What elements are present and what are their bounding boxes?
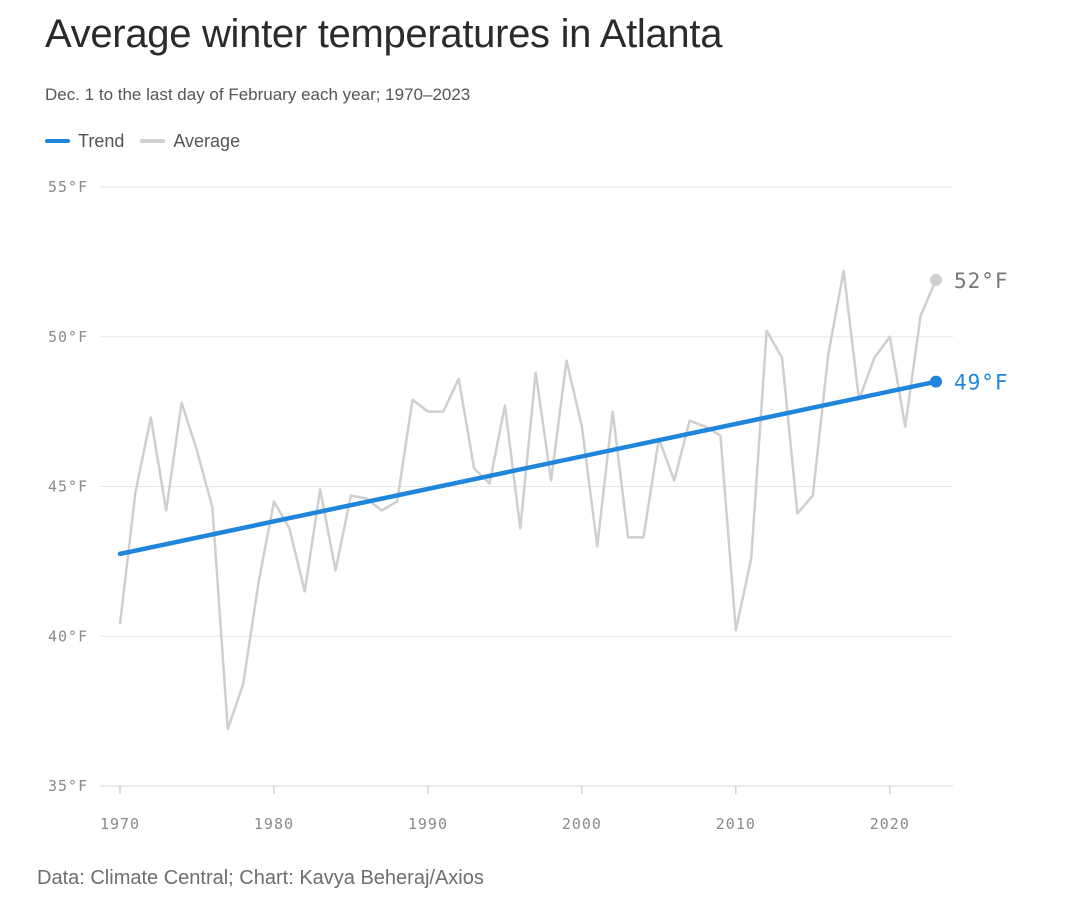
legend: Trend Average [45,130,256,152]
x-tick-label-1990: 1990 [408,815,448,833]
x-tick-label-2000: 2000 [562,815,602,833]
y-tick-label-40: 40°F [48,627,88,645]
line-chart: 35°F 40°F 45°F 50°F 55°F 1970 1980 1990 2000 2010… [48,178,1009,833]
y-tick-label-55: 55°F [48,178,88,196]
chart-title: Average winter temperatures in Atlanta [45,12,723,56]
legend-item-average: Average [140,131,240,152]
average-end-point [930,273,942,286]
x-tick-label-2020: 2020 [870,815,910,833]
x-tick-label-2010: 2010 [716,815,756,833]
end-label-average: 52°F [954,269,1009,293]
x-tick-label-1970: 1970 [100,815,140,833]
legend-swatch-trend [45,139,70,143]
trend-end-point [930,375,942,388]
trend-series-line [117,379,939,557]
chart-subtitle: Dec. 1 to the last day of February each … [45,85,471,104]
y-tick-label-45: 45°F [48,478,88,496]
x-tick-label-1980: 1980 [254,815,294,833]
legend-item-trend: Trend [45,131,124,152]
legend-label-trend: Trend [78,130,125,151]
average-series-line [118,269,938,731]
end-label-trend: 49°F [954,371,1009,395]
y-tick-label-35: 35°F [48,777,88,795]
legend-label-average: Average [173,130,241,151]
y-tick-label-50: 50°F [48,328,88,346]
legend-swatch-average [140,139,166,143]
source-credit: Data: Climate Central; Chart: Kavya Behe… [37,867,484,889]
